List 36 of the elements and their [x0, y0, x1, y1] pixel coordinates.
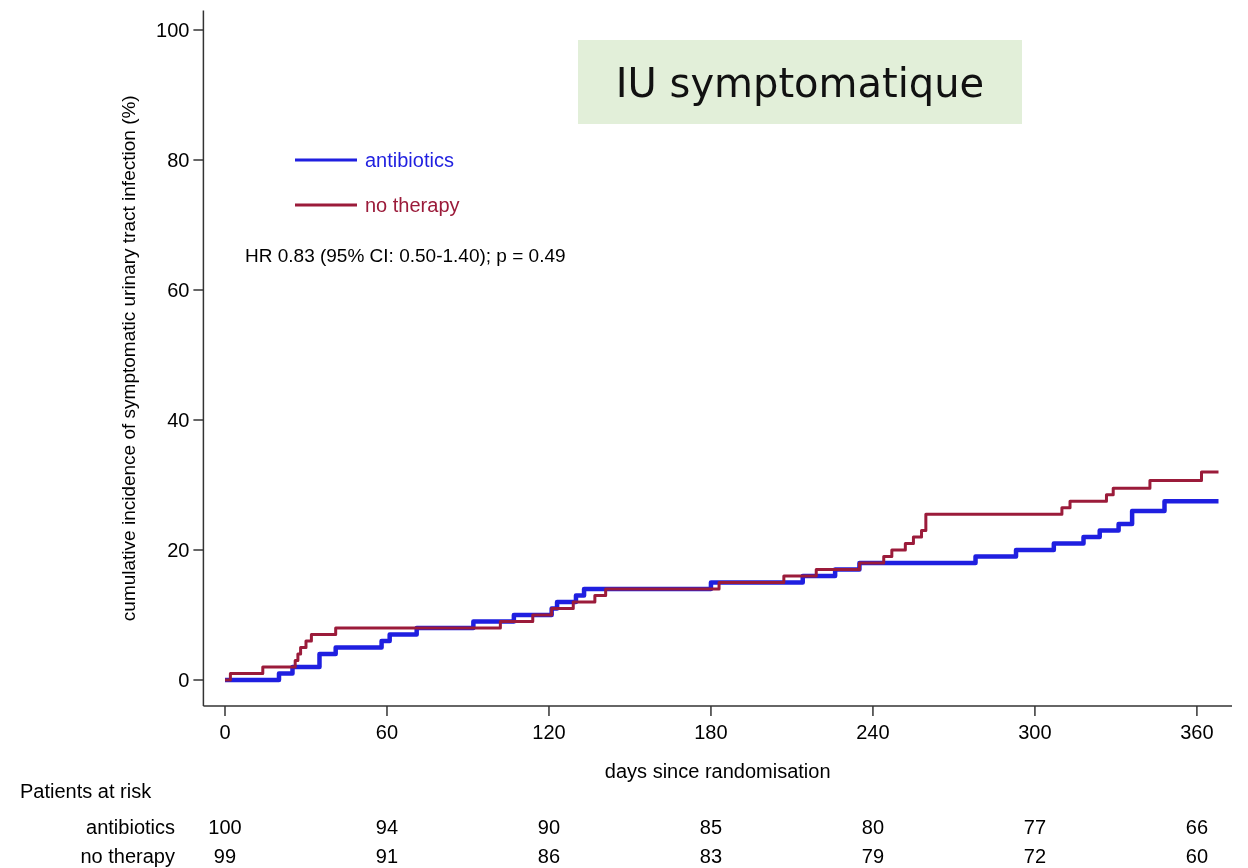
x-tick-label: 180 [694, 721, 728, 743]
y-tick-label: 60 [167, 279, 190, 301]
text: 94 [375, 816, 399, 838]
annotation: HR 0.83 (95% CI: 0.50-1.40); p = 0.49 [245, 245, 566, 266]
text: 100 [208, 816, 242, 838]
text: 80 [861, 816, 885, 838]
y-tick-label: 100 [156, 19, 190, 41]
text: 72 [1023, 845, 1047, 867]
text: Patients at risk [20, 780, 153, 802]
y-tick-label: 20 [167, 539, 190, 561]
text: 99 [213, 845, 237, 867]
text: antibiotics [86, 816, 175, 838]
x-axis-title: days since randomisation [604, 760, 831, 782]
text: 83 [699, 845, 723, 867]
y-tick-label: 0 [178, 669, 190, 691]
text: 60 [1185, 845, 1209, 867]
y-axis-title: cumulative incidence of symptomatic urinary tract infection (%) [118, 95, 139, 622]
y-tick-label: 40 [167, 409, 190, 431]
text: 85 [699, 816, 723, 838]
text: 79 [861, 845, 885, 867]
text: no therapy [80, 845, 175, 867]
text: 90 [537, 816, 561, 838]
x-tick-label: 0 [219, 721, 231, 743]
x-tick-label: 120 [532, 721, 566, 743]
legend-label: no therapy [365, 194, 460, 216]
x-tick-label: 360 [1180, 721, 1214, 743]
text: IU symptomatique [615, 60, 985, 106]
x-tick-label: 60 [375, 721, 399, 743]
x-tick-label: 240 [856, 721, 890, 743]
y-tick-label: 80 [167, 149, 190, 171]
text: 66 [1185, 816, 1209, 838]
text: 91 [375, 845, 399, 867]
text: 86 [537, 845, 561, 867]
text: 77 [1023, 816, 1047, 838]
x-tick-label: 300 [1018, 721, 1052, 743]
legend-label: antibiotics [365, 149, 454, 171]
